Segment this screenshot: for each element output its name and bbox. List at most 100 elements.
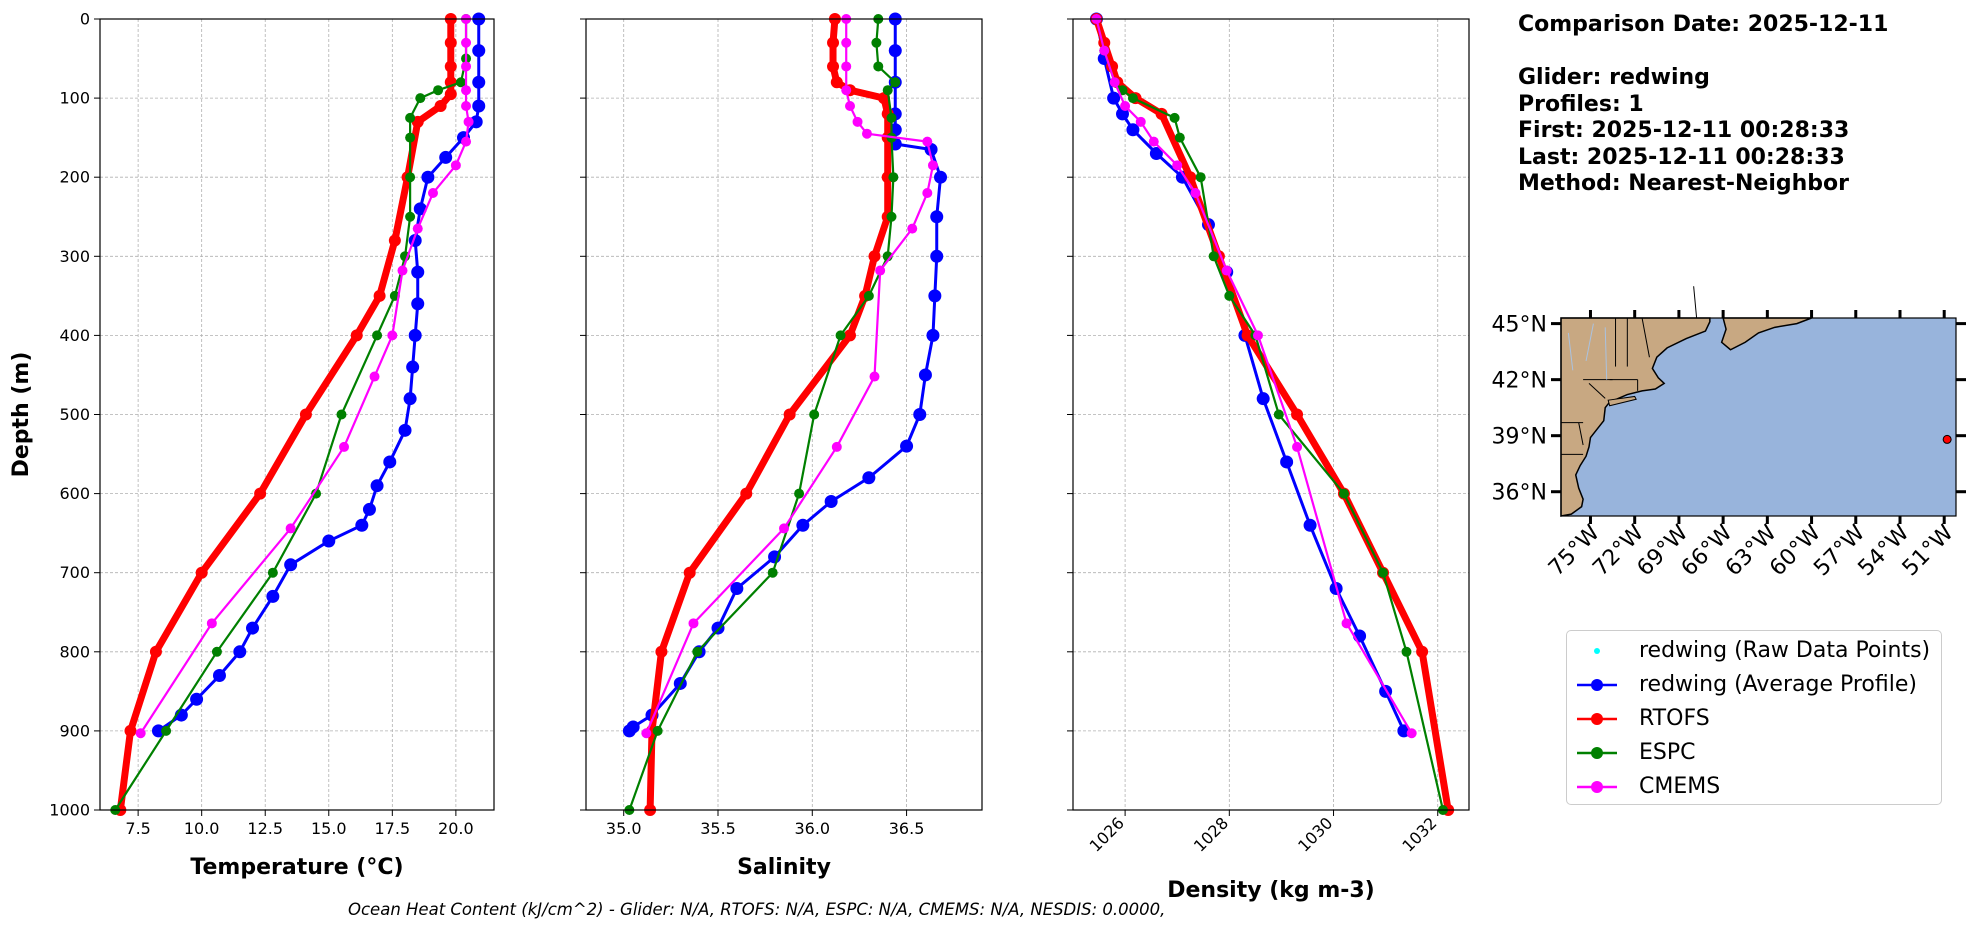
data-point bbox=[1280, 455, 1294, 469]
y-tick-label: 300 bbox=[59, 247, 90, 266]
x-tick-label: 1028 bbox=[1190, 813, 1232, 855]
data-point bbox=[461, 61, 472, 72]
y-tick-label: 900 bbox=[59, 721, 90, 740]
data-point bbox=[455, 77, 466, 88]
data-point bbox=[692, 646, 703, 657]
data-point bbox=[863, 290, 874, 301]
data-point bbox=[444, 36, 457, 49]
data-point bbox=[730, 582, 744, 596]
data-point bbox=[824, 495, 838, 509]
data-point bbox=[463, 116, 474, 127]
series-line-espc bbox=[1095, 17, 1445, 812]
data-point bbox=[1190, 188, 1201, 199]
method: Method: Nearest-Neighbor bbox=[1518, 171, 1849, 196]
data-point bbox=[888, 44, 902, 58]
x-tick-label: 1032 bbox=[1398, 813, 1440, 855]
legend-label: RTOFS bbox=[1639, 706, 1710, 731]
map-lat-label: 45°N bbox=[1492, 313, 1547, 338]
y-tick-label: 1000 bbox=[49, 801, 90, 820]
data-point bbox=[886, 211, 897, 222]
data-point bbox=[868, 250, 881, 263]
data-point bbox=[411, 297, 425, 311]
data-point bbox=[469, 115, 483, 129]
legend-label: redwing (Raw Data Points) bbox=[1639, 638, 1931, 663]
data-point bbox=[779, 523, 789, 534]
data-point bbox=[398, 423, 412, 437]
map-lat-label: 42°N bbox=[1492, 369, 1547, 394]
data-point bbox=[1303, 518, 1317, 532]
data-point bbox=[472, 44, 486, 58]
legend-item: CMEMS bbox=[1567, 772, 1941, 802]
data-point bbox=[1224, 290, 1235, 301]
data-point bbox=[1149, 146, 1163, 160]
data-point bbox=[844, 329, 856, 342]
ocean-heat-content-footer: Ocean Heat Content (kJ/cm^2) - Glider: N… bbox=[348, 900, 1166, 919]
data-point bbox=[683, 566, 696, 579]
map-land bbox=[1560, 317, 1711, 517]
data-point bbox=[299, 408, 312, 421]
data-point bbox=[907, 223, 918, 234]
y-tick-label: 700 bbox=[59, 563, 90, 582]
x-axis-label: Density (kg m-3) bbox=[1167, 878, 1375, 903]
legend-item: redwing (Average Profile) bbox=[1567, 670, 1941, 700]
series-line-redwing-average-profile- bbox=[156, 17, 481, 733]
data-point bbox=[835, 330, 846, 341]
data-point bbox=[135, 728, 146, 739]
data-point bbox=[852, 116, 863, 127]
data-point bbox=[444, 88, 457, 101]
map-river bbox=[1585, 323, 1594, 362]
data-point bbox=[1126, 123, 1140, 137]
legend-item: redwing (Raw Data Points) bbox=[1567, 636, 1941, 666]
map-state-border bbox=[1693, 286, 1698, 319]
data-point bbox=[827, 60, 840, 73]
data-point bbox=[1109, 77, 1120, 88]
comparison-date: Comparison Date: 2025-12-11 bbox=[1518, 12, 1889, 37]
data-point bbox=[1292, 441, 1303, 452]
map-lat-label: 39°N bbox=[1492, 425, 1547, 450]
data-point bbox=[1378, 567, 1389, 578]
data-point bbox=[461, 136, 472, 147]
chart-panel-3: 1026 1028 1030 1032 Density (kg m-3) bbox=[1067, 12, 1470, 903]
x-tick-label: 1030 bbox=[1294, 813, 1336, 855]
map-land-long-island bbox=[1607, 395, 1637, 407]
data-point bbox=[641, 728, 652, 739]
data-point bbox=[930, 249, 944, 263]
data-point bbox=[934, 170, 948, 184]
data-point bbox=[845, 101, 855, 112]
data-point bbox=[433, 85, 444, 96]
data-point bbox=[1256, 392, 1270, 406]
data-point bbox=[421, 170, 435, 184]
data-point bbox=[1221, 265, 1232, 276]
map-river bbox=[1604, 327, 1608, 380]
data-point bbox=[794, 488, 805, 499]
map-state-border bbox=[1578, 422, 1584, 446]
x-tick-label: 12.5 bbox=[247, 819, 283, 838]
data-point bbox=[336, 409, 347, 420]
data-point bbox=[285, 523, 296, 534]
x-tick-label: 15.0 bbox=[311, 819, 347, 838]
data-point bbox=[461, 101, 472, 112]
data-point bbox=[841, 85, 852, 96]
legend-label: ESPC bbox=[1639, 740, 1696, 765]
data-point bbox=[284, 558, 298, 572]
data-point bbox=[254, 487, 267, 500]
data-point bbox=[397, 265, 408, 276]
map-lon-label: 51°W bbox=[1898, 520, 1959, 581]
data-point bbox=[427, 188, 438, 199]
data-point bbox=[1406, 728, 1417, 739]
data-point bbox=[206, 618, 217, 629]
y-tick-label: 400 bbox=[59, 326, 90, 345]
data-point bbox=[387, 330, 398, 341]
y-tick-label: 100 bbox=[59, 89, 90, 108]
data-point bbox=[1291, 408, 1304, 421]
data-point bbox=[688, 618, 699, 629]
data-point bbox=[405, 112, 416, 123]
data-point bbox=[439, 150, 453, 164]
data-point bbox=[918, 368, 932, 382]
data-point bbox=[412, 223, 423, 234]
x-axis-label: Temperature (°C) bbox=[190, 855, 403, 880]
x-tick-label: 35.0 bbox=[606, 819, 642, 838]
y-tick-label: 0 bbox=[80, 10, 90, 29]
profiles-count: Profiles: 1 bbox=[1518, 91, 1644, 117]
data-point bbox=[841, 37, 852, 48]
